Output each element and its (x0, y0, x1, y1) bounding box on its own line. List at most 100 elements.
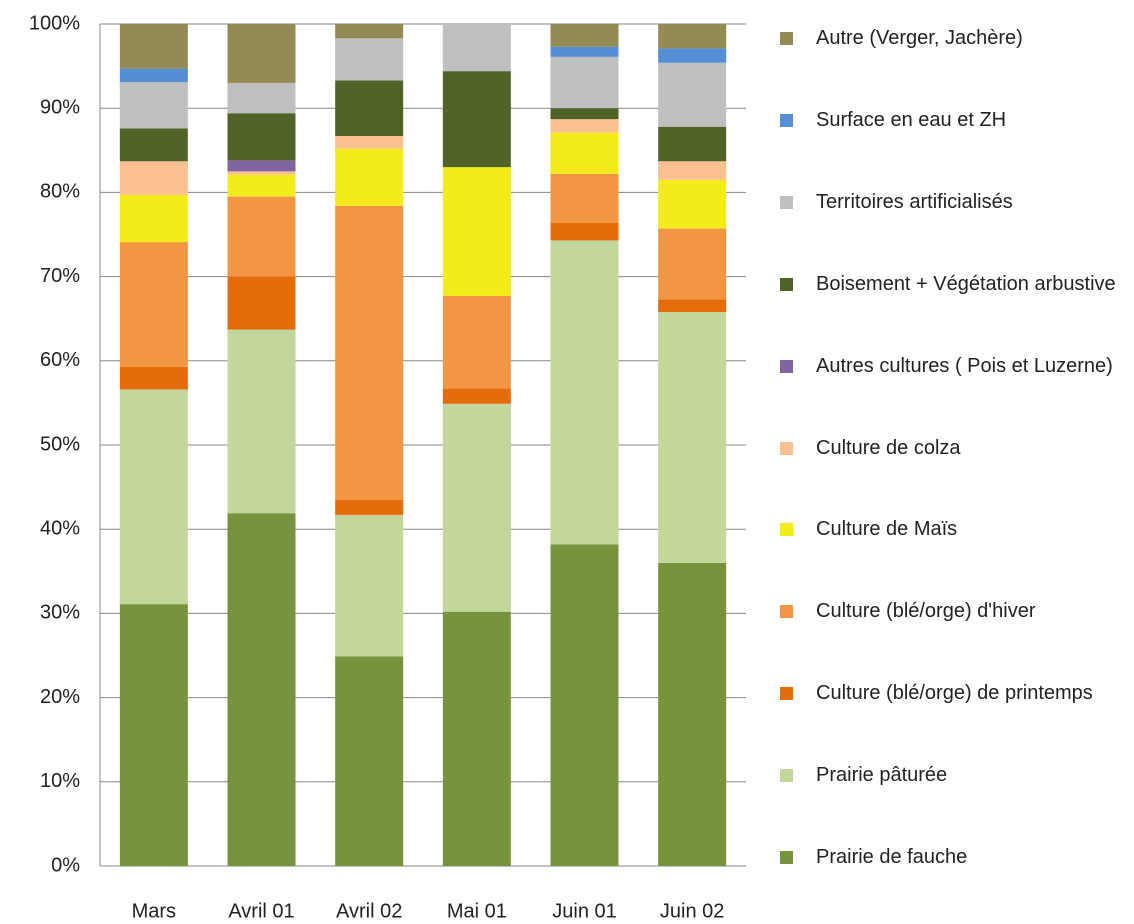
bar-segment (442, 24, 511, 72)
legend-label: Culture (blé/orge) d'hiver (816, 600, 1036, 623)
bar-segment (335, 148, 404, 206)
legend-swatch (780, 32, 793, 45)
legend-item: Boisement + Végétation arbustive (780, 266, 1130, 302)
bar-segment (119, 242, 188, 367)
bar-segment (119, 389, 188, 605)
bar-segment (335, 38, 404, 81)
bar-segment (550, 240, 619, 545)
bar-segment (335, 656, 404, 866)
bar-segment (119, 194, 188, 243)
y-tick-label: 40% (40, 517, 80, 539)
bar-segment (335, 80, 404, 136)
legend-swatch (780, 195, 793, 209)
bar-segment (550, 56, 619, 109)
legend-item: Culture de colza (780, 430, 1130, 466)
bar-segment (227, 276, 296, 330)
legend-label: Autres cultures ( Pois et Luzerne) (816, 354, 1113, 377)
y-tick-label: 90% (40, 96, 80, 118)
bar-segment (442, 71, 511, 168)
bar-segment (119, 68, 188, 83)
legend-swatch (780, 687, 793, 701)
bar-segment (550, 173, 619, 223)
bar-segment (227, 160, 296, 172)
y-tick-label: 30% (40, 602, 80, 624)
bar-segment (335, 205, 404, 500)
bar-segment (658, 62, 727, 127)
bar-segment (227, 329, 296, 514)
legend-label: Prairie de fauche (816, 846, 968, 868)
bar-segment (550, 119, 619, 133)
legend-swatch (780, 851, 793, 864)
legend-item: Prairie de fauche (780, 839, 1130, 875)
legend-item: Culture de Maïs (780, 511, 1130, 547)
bar-segment (119, 604, 188, 866)
bar-segment (550, 46, 619, 57)
y-tick-label: 0% (51, 854, 80, 876)
bar-segment (550, 222, 619, 241)
bar-segment (442, 167, 511, 296)
y-tick-label: 70% (40, 265, 80, 287)
bar-segment (335, 135, 404, 149)
x-tick-label: Mars (132, 900, 176, 922)
legend-label: Autre (Verger, Jachère) (816, 27, 1023, 49)
legend-item: Autre (Verger, Jachère) (780, 20, 1130, 56)
bar-segment (335, 499, 404, 515)
bar-segment (119, 128, 188, 162)
bar-segment (227, 82, 296, 114)
bar-segment (658, 179, 727, 229)
bar-segment (658, 311, 727, 563)
legend-label: Culture de Maïs (816, 518, 958, 541)
x-tick-label: Mai 01 (447, 900, 507, 922)
bar-segment (658, 161, 727, 180)
legend-item: Surface en eau et ZH (780, 102, 1130, 138)
legend-item: Prairie pâturée (780, 757, 1130, 793)
legend-item: Territoires artificialisés (780, 184, 1130, 220)
bar-segment (658, 24, 727, 49)
y-tick-label: 80% (40, 181, 80, 203)
bar-segment (550, 544, 619, 866)
legend-label: Boisement + Végétation arbustive (816, 272, 1116, 295)
legend-label: Surface en eau et ZH (816, 108, 1007, 131)
bar-segment (442, 388, 511, 404)
x-tick-label: Juin 01 (552, 900, 617, 922)
y-tick-label: 100% (29, 12, 80, 34)
legend-item: Autres cultures ( Pois et Luzerne) (780, 348, 1130, 384)
legend-swatch (780, 441, 793, 455)
bar-segment (227, 171, 296, 175)
bar-segment (658, 299, 727, 312)
bar-segment (658, 562, 727, 866)
legend-swatch (780, 523, 793, 537)
bar-segment (227, 513, 296, 866)
bar-segment (227, 196, 296, 277)
legend-item: Culture (blé/orge) d'hiver (780, 593, 1130, 629)
bar-segment (335, 514, 404, 657)
bar-segment (119, 24, 188, 69)
legend-label: Territoires artificialisés (816, 190, 1013, 213)
legend-swatch (780, 359, 793, 373)
x-tick-label: Juin 02 (660, 900, 725, 922)
bar-segment (550, 24, 619, 47)
bar-segment (442, 611, 511, 866)
bar-segment (227, 174, 296, 197)
bar-segment (550, 108, 619, 120)
bar-segment (442, 403, 511, 612)
bar-segment (227, 113, 296, 161)
legend-label: Culture de colza (816, 436, 961, 459)
legend-swatch (780, 769, 793, 783)
bar-segment (550, 132, 619, 174)
legend-swatch (780, 113, 793, 127)
bar-segment (119, 82, 188, 129)
y-tick-label: 60% (40, 349, 80, 371)
bar-segment (658, 48, 727, 63)
y-tick-label: 20% (40, 686, 80, 708)
bar-segment (658, 126, 727, 162)
x-tick-label: Avril 01 (228, 900, 294, 922)
legend-label: Culture (blé/orge) de printemps (816, 682, 1093, 705)
legend-swatch (780, 277, 793, 291)
y-tick-label: 10% (40, 770, 80, 792)
x-tick-label: Avril 02 (336, 900, 402, 922)
legend-swatch (780, 605, 793, 619)
y-tick-label: 50% (40, 433, 80, 455)
